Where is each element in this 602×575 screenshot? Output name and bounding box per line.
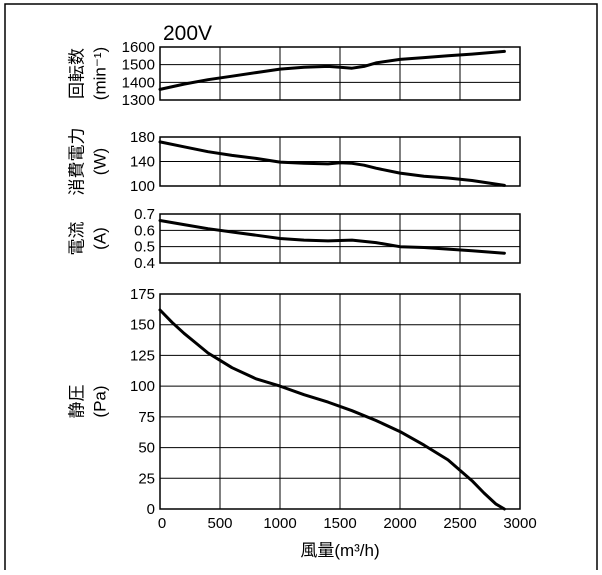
x-tick-5: 2500 [443,515,476,532]
y-tick-pressure-7: 175 [130,286,155,303]
y-tick-pressure-2: 50 [138,440,155,457]
y-axis-unit-speed: (min⁻¹) [90,47,109,100]
x-tick-4: 2000 [383,515,416,532]
y-tick-current-1: 0.5 [134,239,155,256]
y-tick-current-2: 0.6 [134,222,155,239]
outer-frame [4,3,598,575]
plot-frame-speed [159,46,521,101]
y-axis-unit-current: (A) [90,227,109,250]
plot-frame-pressure [159,293,521,510]
x-tick-1: 500 [207,515,232,532]
panel-current: 0.40.50.60.7 電流 (A) [67,206,521,272]
y-tick-power-0: 100 [130,178,155,195]
y-axis-label-current: 電流 [67,222,86,256]
panel-pressure: 0 25 50 75 100 125 150 175 静圧 (Pa) [67,286,521,518]
y-tick-power-1: 140 [130,154,155,171]
y-tick-pressure-1: 25 [138,470,155,487]
y-tick-pressure-3: 75 [138,409,155,426]
y-tick-pressure-6: 150 [130,317,155,334]
y-tick-speed-3: 1600 [122,39,155,56]
plot-frame-power [159,136,521,187]
x-tick-3: 1500 [323,515,356,532]
y-axis-unit-power: (W) [90,148,109,175]
x-tick-0: 0 [158,515,166,532]
y-tick-speed-0: 1300 [122,92,155,109]
y-tick-pressure-5: 125 [130,347,155,364]
panel-power: 100 140 180 消費電力 (W) [67,128,521,196]
y-tick-current-3: 0.7 [134,206,155,223]
series-line-power-0 [158,140,506,187]
chart-title: 200V [163,22,212,45]
y-tick-power-2: 180 [130,129,155,146]
x-axis-label: 風量(m³/h) [300,541,379,560]
x-tick-6: 3000 [503,515,536,532]
y-tick-pressure-0: 0 [147,501,155,518]
y-tick-speed-1: 1400 [122,74,155,91]
y-axis-unit-pressure: (Pa) [90,385,109,417]
y-tick-speed-2: 1500 [122,57,155,74]
y-axis-label-pressure: 静圧 [67,385,86,419]
series-line-pressure-0 [158,308,506,511]
y-tick-current-0: 0.4 [134,255,155,272]
plot-frame-current [159,213,521,264]
y-tick-pressure-4: 100 [130,378,155,395]
series-line-current-0 [158,219,506,255]
y-axis-label-speed: 回転数 [67,48,86,99]
y-axis-label-power: 消費電力 [67,128,86,196]
series-line-speed-0 [158,49,506,91]
x-tick-2: 1000 [263,515,296,532]
